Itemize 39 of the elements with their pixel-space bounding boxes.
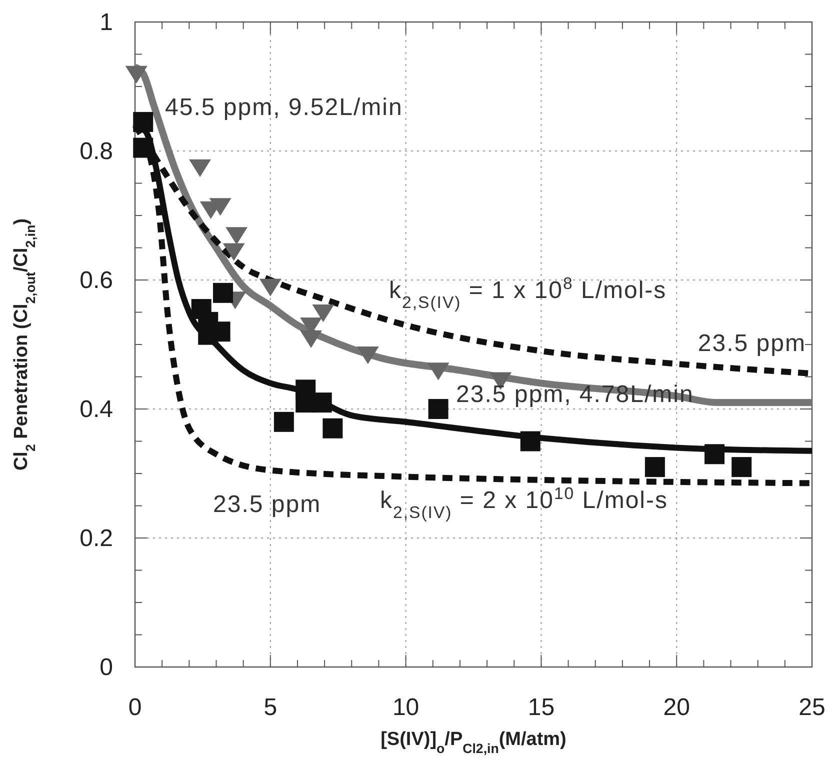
annotation: 45.5 ppm, 9.52L/min (165, 94, 403, 121)
y-tick-label: 0.4 (80, 396, 113, 423)
point (222, 243, 245, 261)
x-tick-label: 20 (663, 694, 690, 721)
x-tick-label: 25 (798, 694, 826, 721)
point (133, 112, 154, 132)
x-tick-label: 15 (528, 694, 555, 721)
y-tick-label: 0.6 (80, 267, 113, 294)
x-axis-title: [S(IV)]$_{o}$/P$_{Cl2,in}$(M/atm) (380, 729, 566, 756)
x-tick-label: 0 (128, 694, 142, 721)
annotation: k$_{2,S(IV)}$ = 2 x 10$^{10}$ L/mol-s (380, 484, 668, 522)
point (209, 198, 232, 216)
point (213, 282, 234, 303)
point (322, 418, 343, 438)
x-tick-label: 10 (392, 694, 420, 721)
point (732, 457, 752, 478)
annotation: 23.5 ppm (698, 330, 806, 357)
point (427, 362, 450, 380)
point (133, 138, 154, 158)
point (312, 304, 334, 322)
point (274, 412, 294, 432)
point (188, 159, 211, 178)
point (428, 399, 448, 419)
point (125, 66, 148, 84)
annotation: 23.5 ppm (213, 491, 322, 518)
point (356, 346, 379, 364)
y-tick-label: 0.8 (80, 138, 113, 165)
point (704, 444, 725, 464)
point (312, 392, 332, 413)
point (520, 431, 540, 452)
annotation: k$_{2,S(IV)}$ = 1 x 10$^{8}$ L/mol-s (389, 274, 667, 312)
point (226, 227, 248, 245)
x-tick-label: 5 (264, 694, 278, 721)
y-tick-label: 1 (100, 9, 113, 36)
point (300, 330, 322, 348)
point (259, 278, 282, 296)
point (644, 457, 665, 478)
y-tick-label: 0 (100, 654, 113, 681)
y-tick-label: 0.2 (80, 525, 113, 552)
